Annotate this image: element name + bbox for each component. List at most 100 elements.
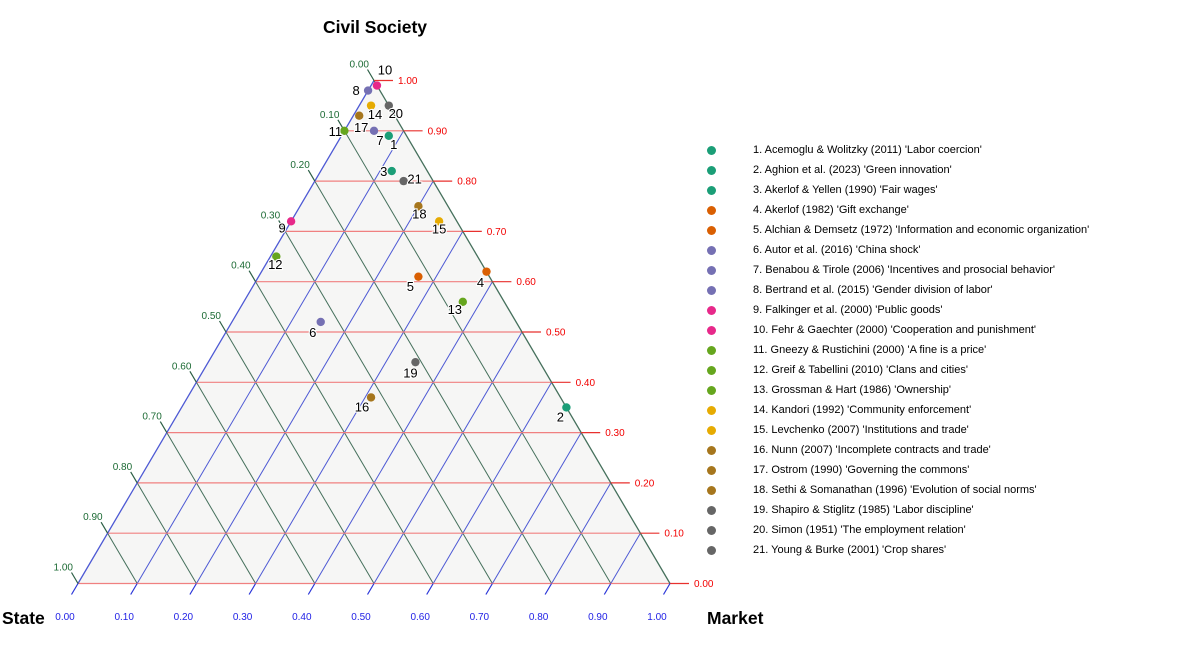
legend-dot-icon: [707, 445, 716, 455]
legend-item: 9. Falkinger et al. (2000) 'Public goods…: [707, 300, 1089, 320]
legend-item: 3. Akerlof & Yellen (1990) 'Fair wages': [707, 180, 1089, 200]
tick-state: [70, 572, 79, 584]
tick-label-market: 0.80: [529, 612, 549, 623]
grid-state: [107, 130, 612, 584]
point-label-9: 9: [279, 221, 286, 236]
tick-label-state: 0.80: [113, 462, 133, 473]
point-18: [414, 202, 423, 211]
point-21: [399, 176, 408, 186]
tick-label-civil: 0.80: [457, 177, 477, 188]
legend-label: 13. Grossman & Hart (1986) 'Ownership': [753, 384, 951, 396]
legend-dot-icon: [707, 165, 716, 175]
tick-label-market: 0.50: [351, 612, 371, 623]
legend-label: 5. Alchian & Demsetz (1972) 'Information…: [753, 224, 1090, 236]
legend-dot-icon: [707, 505, 716, 515]
tick-state: [278, 220, 286, 232]
tick-label-market: 0.30: [233, 612, 253, 623]
tick-label-market: 0.60: [410, 612, 430, 623]
point-label-17: 17: [354, 120, 368, 135]
point-13: [458, 297, 467, 307]
gridline-market: [136, 130, 405, 584]
tick-label-state: 0.40: [231, 261, 251, 272]
point-2: [562, 403, 571, 412]
point-label-13: 13: [448, 302, 462, 317]
gridline-market: [491, 432, 582, 584]
point-15: [434, 217, 444, 226]
point-label-10: 10: [378, 63, 392, 78]
legend-label: 4. Akerlof (1982) 'Gift exchange': [753, 204, 909, 216]
point-label-19: 19: [403, 365, 417, 380]
tick-label-civil: 0.60: [516, 277, 536, 288]
tick-label-civil: 0.70: [487, 227, 507, 238]
tick-label-market: 0.10: [114, 612, 134, 623]
gridline-state: [136, 482, 197, 584]
legend-label: 6. Autor et al. (2016) 'China shock': [753, 244, 921, 256]
tick-label-state: 0.60: [172, 361, 192, 372]
point-label-15: 15: [432, 222, 446, 237]
gridline-state: [107, 532, 138, 584]
tick-label-civil: 0.90: [428, 126, 448, 137]
tick-market: [662, 583, 671, 595]
gridline-market: [551, 482, 612, 584]
tick-state: [159, 421, 168, 433]
point-label-7: 7: [376, 133, 383, 148]
gridline-market: [432, 382, 553, 584]
point-label-11: 11: [329, 124, 343, 139]
point-label-18: 18: [412, 206, 426, 221]
point-11: [340, 126, 349, 135]
legend-label: 2. Aghion et al. (2023) 'Green innovatio…: [753, 164, 952, 176]
tick-market: [189, 583, 197, 595]
tick-label-state: 0.90: [83, 512, 103, 523]
point-10: [372, 81, 382, 90]
tick-state: [218, 320, 227, 333]
point-20: [384, 101, 393, 110]
point-17: [355, 111, 364, 120]
legend-item: 13. Grossman & Hart (1986) 'Ownership': [707, 380, 1089, 400]
legend-item: 17. Ostrom (1990) 'Governing the commons…: [707, 460, 1089, 480]
legend-label: 3. Akerlof & Yellen (1990) 'Fair wages': [753, 184, 938, 196]
point-label-6: 6: [309, 325, 316, 340]
grid-market: [136, 130, 641, 584]
legend-item: 16. Nunn (2007) 'Incomplete contracts an…: [707, 440, 1089, 460]
point-4: [482, 267, 491, 276]
point-label-21: 21: [407, 171, 421, 186]
tick-label-market: 0.70: [470, 612, 490, 623]
legend-dot-icon: [707, 545, 716, 555]
legend-label: 16. Nunn (2007) 'Incomplete contracts an…: [753, 444, 991, 456]
legend-dot-icon: [707, 425, 716, 435]
point-12: [272, 252, 281, 261]
tick-market: [426, 583, 434, 595]
point-14: [366, 101, 376, 110]
legend-dot-icon: [707, 265, 716, 275]
point-5: [414, 272, 423, 281]
legend-label: 9. Falkinger et al. (2000) 'Public goods…: [753, 304, 943, 316]
point-label-16: 16: [355, 400, 369, 415]
legend-item: 14. Kandori (1992) 'Community enforcemen…: [707, 400, 1089, 420]
legend-dot-icon: [707, 405, 716, 415]
legend-label: 17. Ostrom (1990) 'Governing the commons…: [753, 464, 970, 476]
tick-market: [366, 583, 375, 595]
point-label-4: 4: [477, 275, 484, 290]
tick-market: [307, 583, 316, 595]
tick-label-state: 0.50: [202, 311, 222, 322]
legend-item: 20. Simon (1951) 'The employment relatio…: [707, 520, 1089, 540]
legend-label: 14. Kandori (1992) 'Community enforcemen…: [753, 404, 972, 416]
tick-market: [603, 583, 612, 595]
point-label-3: 3: [380, 164, 387, 179]
tick-state: [100, 521, 109, 534]
legend-item: 8. Bertrand et al. (2015) 'Gender divisi…: [707, 280, 1089, 300]
axis-ticks: 0.00 0.00 0.00 0.10 0.10 0.10 0.20 0.20 0.20 0.30…: [54, 60, 714, 624]
legend-item: 21. Young & Burke (2001) 'Crop shares': [707, 540, 1089, 560]
tick-label-market: 0.40: [292, 612, 312, 623]
point-1: [384, 131, 393, 141]
tick-label-civil: 0.30: [605, 428, 625, 439]
point-3: [387, 166, 396, 176]
gridline-state: [195, 382, 316, 584]
tick-state: [189, 370, 197, 383]
point-label-20: 20: [389, 106, 403, 121]
tick-label-state: 0.30: [261, 210, 281, 221]
triangle-background: [78, 80, 670, 584]
legend-label: 21. Young & Burke (2001) 'Crop shares': [753, 544, 947, 556]
point-7: [369, 126, 379, 135]
legend-dot-icon: [707, 185, 716, 195]
